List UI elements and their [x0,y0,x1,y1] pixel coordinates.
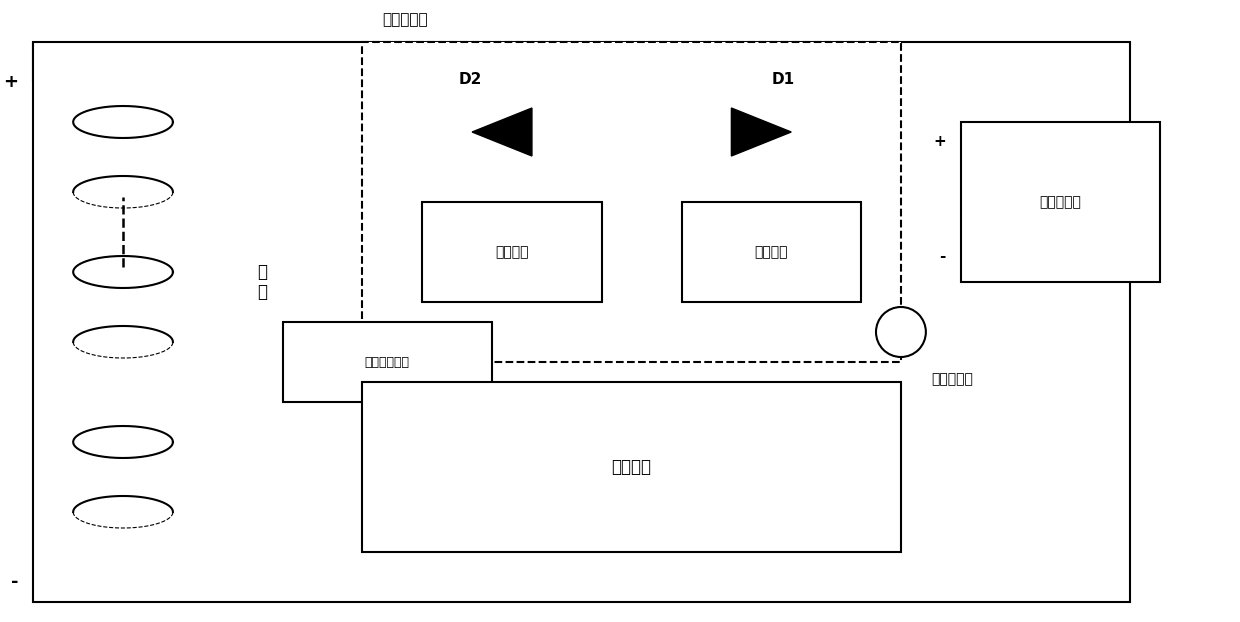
Text: -: - [940,249,946,264]
Polygon shape [73,256,172,288]
Text: 放电开关: 放电开关 [495,245,528,259]
Text: 充电开关: 充电开关 [754,245,789,259]
Bar [362,42,901,362]
Bar [362,382,901,552]
Text: -: - [11,573,19,591]
Bar [423,202,601,302]
Text: 电
芯: 电 芯 [258,262,268,302]
Text: 加速度传感器: 加速度传感器 [365,356,410,368]
Bar [961,122,1161,282]
Text: +: + [932,134,946,149]
Text: +: + [4,73,19,91]
Text: D1: D1 [771,72,795,87]
Polygon shape [732,108,791,156]
Polygon shape [73,122,172,192]
Text: 充放电单元: 充放电单元 [382,12,428,27]
Polygon shape [73,442,172,512]
Text: 电流传感器: 电流传感器 [931,372,972,386]
Text: D2: D2 [459,72,482,87]
Polygon shape [73,272,172,342]
Bar [682,202,861,302]
Text: 控制单元: 控制单元 [611,458,652,476]
Bar [33,42,1131,602]
Circle shape [875,307,926,357]
Polygon shape [472,108,532,156]
Bar [283,322,492,402]
Polygon shape [73,426,172,458]
Polygon shape [73,106,172,138]
Text: 充放电接口: 充放电接口 [1039,195,1081,209]
